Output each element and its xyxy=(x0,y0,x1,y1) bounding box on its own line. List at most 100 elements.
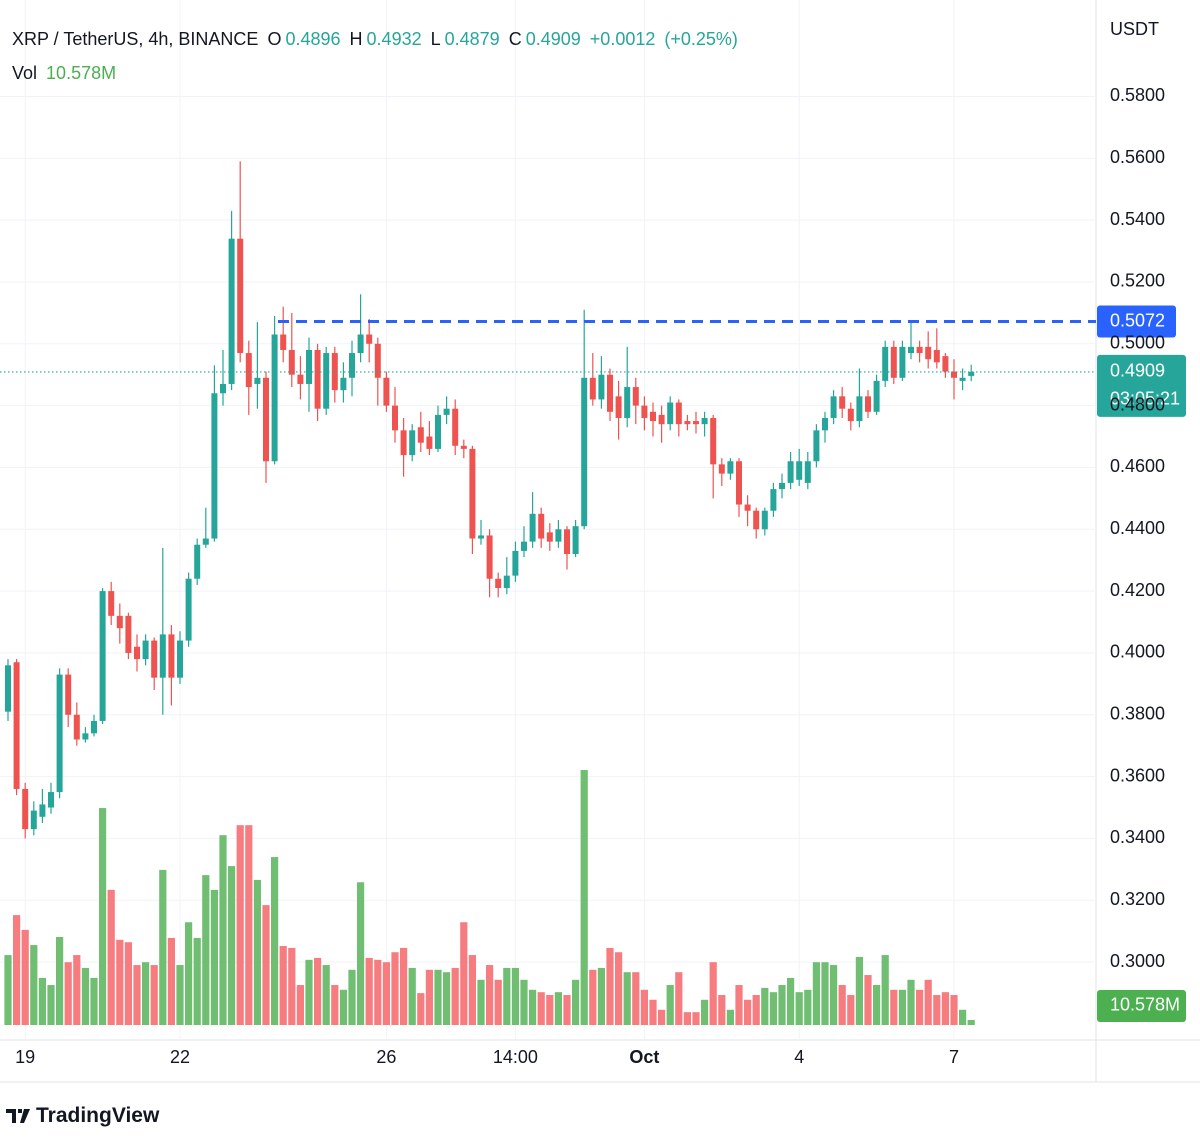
y-tick-label: 0.3200 xyxy=(1110,889,1165,909)
volume-bar xyxy=(133,965,141,1025)
candle-body xyxy=(65,674,72,715)
brand-logo xyxy=(6,1109,30,1123)
candle-body xyxy=(865,396,871,412)
volume-bar xyxy=(13,915,21,1025)
volume-bar xyxy=(907,979,915,1025)
ohlc-label: O xyxy=(267,29,282,49)
x-tick-label: 4 xyxy=(794,1047,804,1067)
volume-bar xyxy=(520,979,528,1025)
candle-body xyxy=(693,421,699,425)
candle-body xyxy=(417,427,424,443)
volume-bar xyxy=(47,985,55,1025)
price-level-badge xyxy=(1097,305,1176,338)
candle-body xyxy=(142,640,149,660)
volume-bar xyxy=(658,1009,666,1025)
volume-bar xyxy=(236,825,244,1025)
candle-body xyxy=(555,529,562,542)
candle-body xyxy=(581,377,588,527)
volume-bar xyxy=(572,979,580,1025)
candle-body xyxy=(91,720,97,734)
volume-bar xyxy=(382,962,390,1025)
y-tick-label: 0.4400 xyxy=(1110,518,1165,538)
volume-bar xyxy=(967,1019,975,1025)
volume-bar xyxy=(279,946,287,1025)
x-tick-label: 19 xyxy=(15,1047,35,1067)
brand[interactable]: TradingView xyxy=(6,1104,159,1128)
volume-bar xyxy=(167,937,175,1025)
candle-body xyxy=(202,538,209,545)
volume-label: Vol xyxy=(12,63,38,83)
volume-bar xyxy=(219,835,227,1025)
volume-bar xyxy=(855,956,863,1025)
candle-body xyxy=(323,353,330,409)
volume-bar xyxy=(99,808,107,1025)
candle-body xyxy=(658,414,665,425)
volume-bar xyxy=(735,985,743,1025)
change: +0.0012 xyxy=(589,29,656,49)
volume-bar xyxy=(503,967,511,1025)
volume-bar xyxy=(391,952,399,1025)
candle-body xyxy=(753,510,760,530)
volume-bar xyxy=(159,869,167,1025)
candle-body xyxy=(589,377,596,400)
candle-body xyxy=(822,417,828,431)
volume-bar xyxy=(434,969,442,1025)
volume-bar xyxy=(761,987,769,1025)
volume-bar xyxy=(228,866,236,1025)
x-tick-label: 22 xyxy=(170,1047,190,1067)
x-tick-label: Oct xyxy=(629,1047,659,1067)
candle-body xyxy=(486,535,493,579)
volume-bar xyxy=(838,985,846,1025)
candle-body xyxy=(5,665,11,712)
candle-body xyxy=(177,640,183,678)
candle-body xyxy=(873,380,880,412)
volume-bar xyxy=(460,922,468,1025)
volume-bar xyxy=(649,999,657,1025)
volume-bar xyxy=(468,955,476,1025)
x-tick-label: 26 xyxy=(376,1047,396,1067)
candle-body xyxy=(959,377,966,381)
candle-body xyxy=(73,714,80,740)
candle-body xyxy=(460,445,467,449)
volume-bar xyxy=(90,977,98,1025)
volume-bar xyxy=(193,937,201,1025)
candle-body xyxy=(495,578,502,589)
candle-body xyxy=(564,529,570,555)
volume-bar xyxy=(271,857,279,1025)
candle-body xyxy=(263,377,269,462)
candle-body xyxy=(521,541,527,551)
candle-body xyxy=(813,430,820,462)
volume-bar xyxy=(580,770,588,1025)
candle-body xyxy=(624,387,631,418)
volume-bar xyxy=(81,967,89,1025)
candle-body xyxy=(30,810,37,830)
volume-bar xyxy=(253,879,261,1025)
volume-bar xyxy=(296,985,304,1025)
candle-body xyxy=(632,387,639,406)
high-value: 0.4932 xyxy=(366,29,422,49)
x-tick-label: 7 xyxy=(949,1047,959,1067)
y-tick-label: 0.5600 xyxy=(1110,147,1165,167)
volume-bar xyxy=(38,977,46,1025)
countdown-label: 03:05:21 xyxy=(1110,389,1180,409)
volume-bar xyxy=(477,979,485,1025)
volume-bar xyxy=(597,967,605,1025)
candle-body xyxy=(374,343,381,378)
volume-bar xyxy=(623,972,631,1025)
candle-body xyxy=(13,662,20,789)
volume-bar xyxy=(245,825,253,1025)
volume-bar xyxy=(778,985,786,1025)
volume-bar xyxy=(640,989,648,1025)
change-percent: (+0.25%) xyxy=(664,29,738,49)
candle-body xyxy=(804,461,811,483)
candle-body xyxy=(839,396,846,409)
candle-body xyxy=(916,346,923,354)
candle-body xyxy=(254,377,261,384)
candle-body xyxy=(830,396,837,418)
candle-body xyxy=(650,411,656,422)
ohlc-label: C xyxy=(508,29,522,49)
candle-body xyxy=(237,238,244,354)
volume-bar xyxy=(365,957,373,1025)
volume-bar xyxy=(331,985,339,1025)
